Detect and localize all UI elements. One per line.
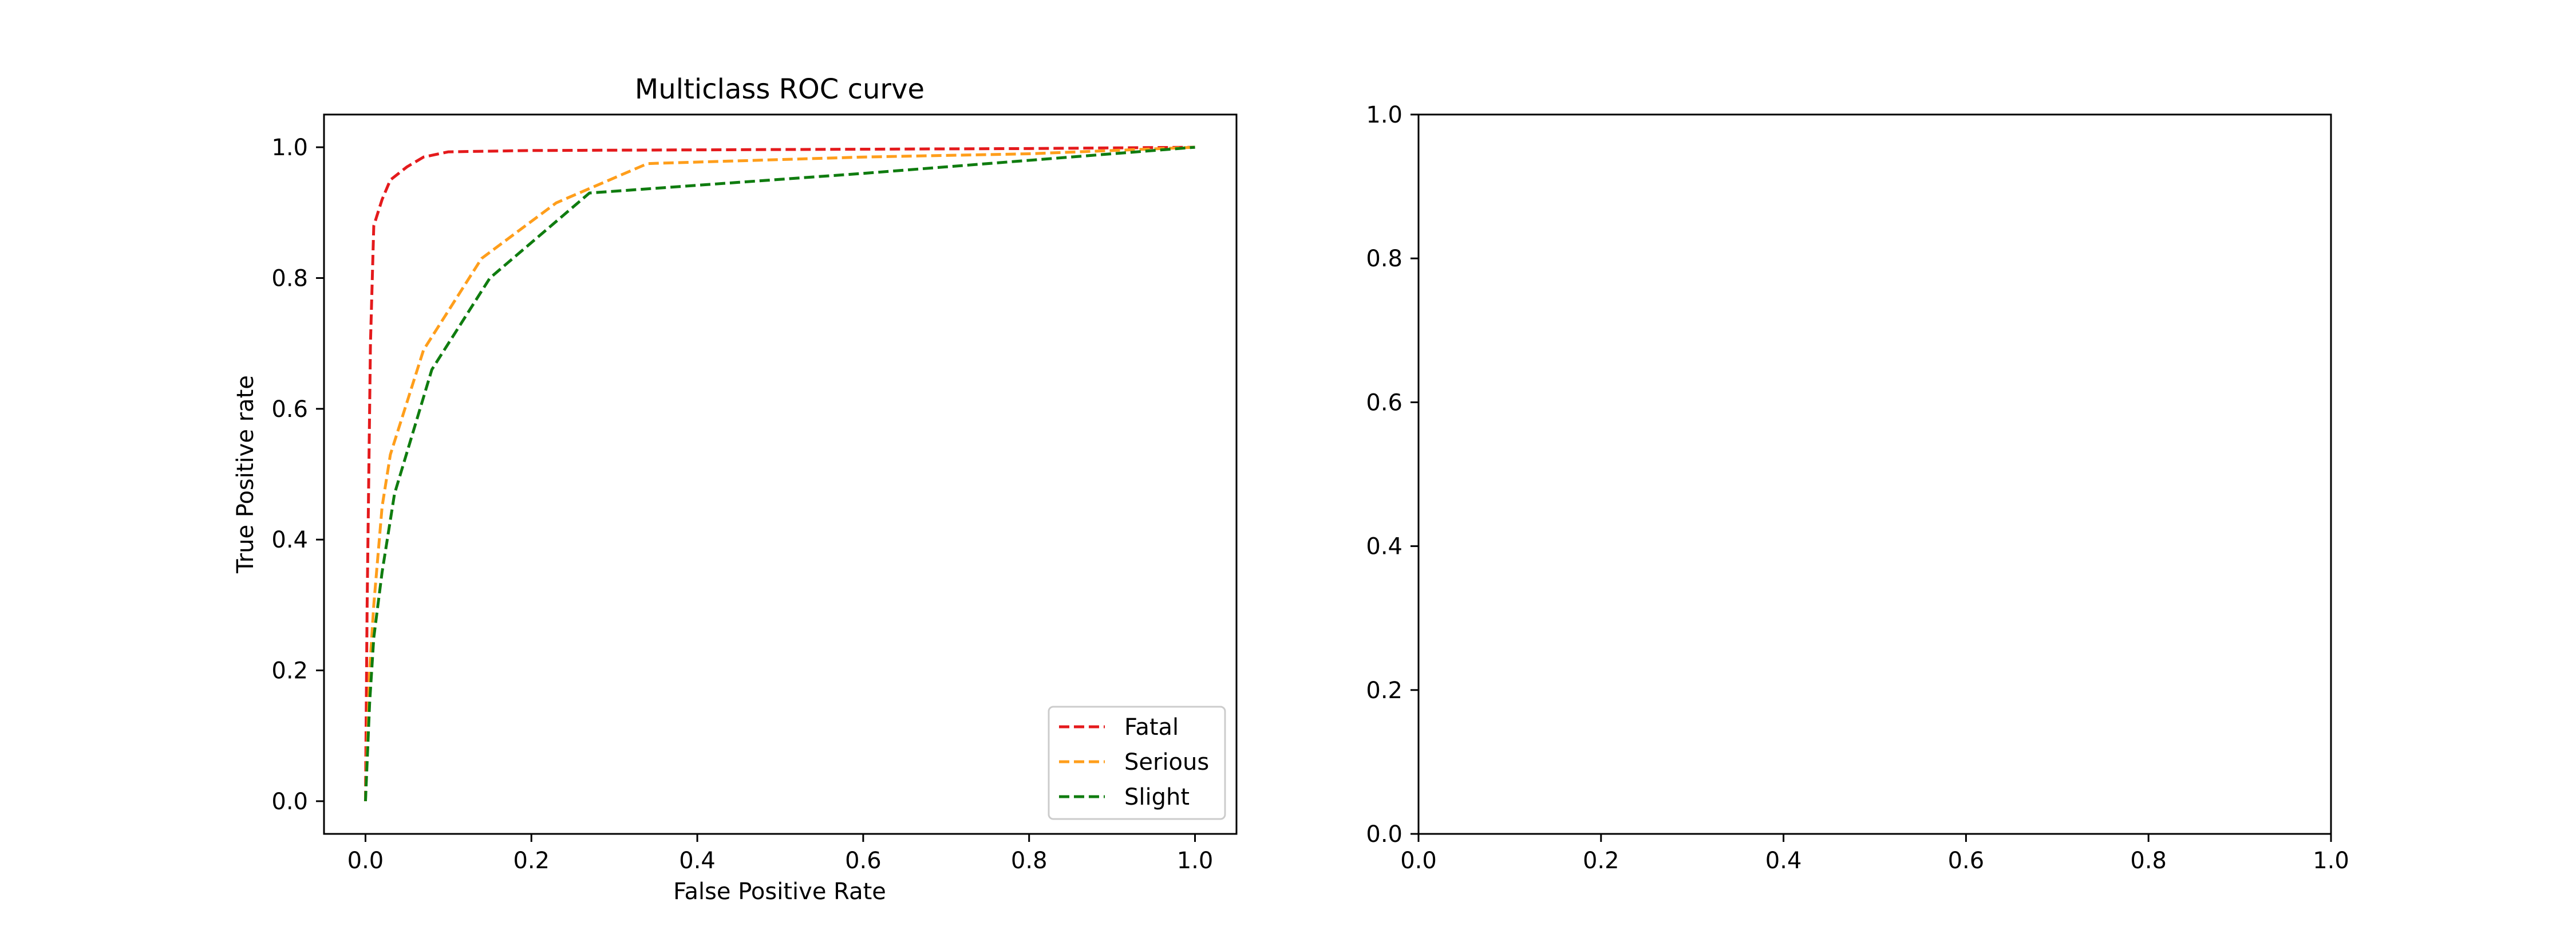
roc-y-tick-label: 0.0 <box>271 789 308 815</box>
empty-y-tick-label: 0.4 <box>1366 534 1402 560</box>
roc-y-tick-label: 0.8 <box>271 265 308 292</box>
roc-axes-frame <box>323 113 1238 835</box>
roc-line-slight <box>364 145 1195 802</box>
legend-slight-label: Slight <box>1124 784 1190 810</box>
empty-y-tick-label: 0.0 <box>1366 821 1402 848</box>
roc-line-fatal <box>364 145 1195 801</box>
empty-y-tick-label: 0.8 <box>1366 246 1402 272</box>
legend-fatal-label: Fatal <box>1124 714 1179 741</box>
roc-chart-title: Multiclass ROC curve <box>635 73 924 105</box>
empty-x-tick-label: 0.4 <box>1765 848 1802 874</box>
roc-x-tick-label: 0.0 <box>347 848 384 874</box>
roc-line-serious <box>364 145 1195 801</box>
roc-legend-box <box>1048 706 1226 820</box>
roc-x-tick-label: 1.0 <box>1177 848 1214 874</box>
roc-y-ticks: 0.0 0.2 0.4 0.6 0.8 1.0 <box>271 135 324 815</box>
legend-serious-label: Serious <box>1124 749 1209 775</box>
empty-x-tick-label: 0.0 <box>1400 848 1437 874</box>
roc-series-layer <box>364 145 1195 802</box>
roc-x-tick-label: 0.4 <box>679 848 716 874</box>
roc-y-tick-label: 0.2 <box>271 658 308 684</box>
empty-x-ticks: 0.0 0.2 0.4 0.6 0.8 1.0 <box>1400 834 2349 874</box>
empty-axes-frame <box>1417 113 2332 835</box>
roc-x-ticks: 0.0 0.2 0.4 0.6 0.8 1.0 <box>347 834 1214 874</box>
roc-x-axis-label: False Positive Rate <box>673 879 886 905</box>
roc-x-tick-label: 0.2 <box>513 848 550 874</box>
empty-x-tick-label: 0.8 <box>2130 848 2167 874</box>
empty-y-ticks: 0.0 0.2 0.4 0.6 0.8 1.0 <box>1366 102 1419 848</box>
roc-x-tick-label: 0.6 <box>845 848 882 874</box>
roc-y-axis-label: True Positive rate <box>232 375 259 574</box>
empty-x-tick-label: 0.6 <box>1948 848 1985 874</box>
empty-y-tick-label: 0.6 <box>1366 389 1402 416</box>
empty-x-tick-label: 1.0 <box>2313 848 2349 874</box>
empty-y-tick-label: 0.2 <box>1366 678 1402 704</box>
roc-legend: Fatal Serious Slight <box>1048 706 1226 820</box>
empty-x-tick-label: 0.2 <box>1583 848 1619 874</box>
roc-x-tick-label: 0.8 <box>1011 848 1048 874</box>
roc-y-tick-label: 0.4 <box>271 527 308 553</box>
roc-chart-panel: Multiclass ROC curve 0.0 0.2 0.4 0.6 0.8 1.0 … <box>232 73 1238 905</box>
empty-chart-panel: 0.0 0.2 0.4 0.6 0.8 1.0 0.0 0.2 0.4 0.6 0.8 1.0 <box>1366 102 2349 874</box>
roc-y-tick-label: 1.0 <box>271 135 308 161</box>
roc-y-tick-label: 0.6 <box>271 396 308 423</box>
empty-y-tick-label: 1.0 <box>1366 102 1402 128</box>
